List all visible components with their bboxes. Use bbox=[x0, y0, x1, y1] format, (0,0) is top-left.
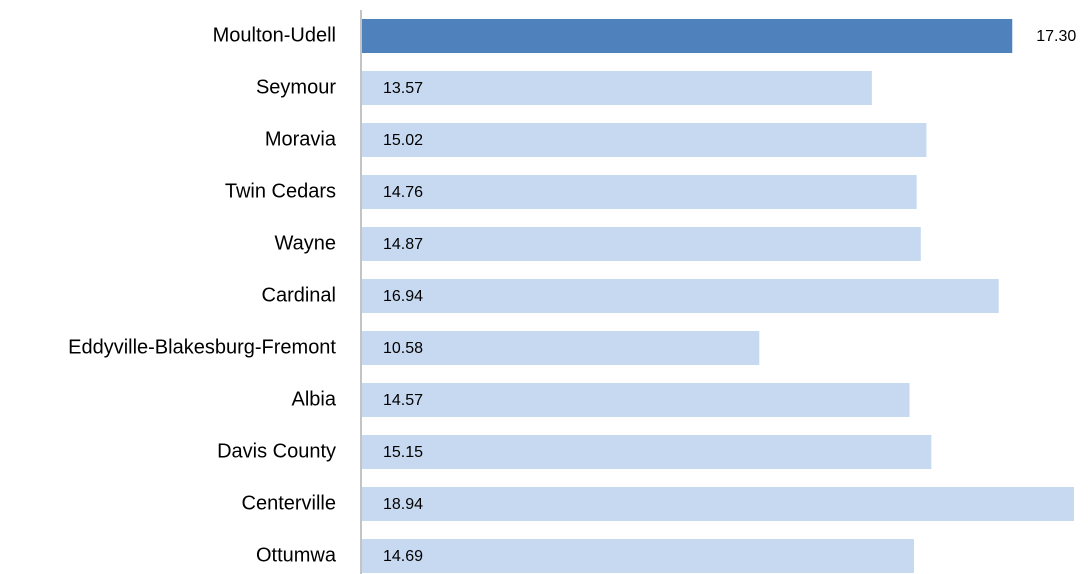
bar bbox=[362, 123, 927, 157]
bar bbox=[362, 279, 999, 313]
bar bbox=[362, 71, 872, 105]
value-label: 16.94 bbox=[383, 288, 423, 305]
category-label: Centerville bbox=[242, 492, 336, 514]
bar bbox=[362, 19, 1013, 53]
value-label: 14.57 bbox=[383, 392, 423, 409]
value-label: 18.94 bbox=[383, 496, 423, 513]
bar bbox=[362, 331, 760, 365]
bar bbox=[362, 487, 1074, 521]
category-label: Moravia bbox=[265, 128, 337, 150]
value-label: 15.15 bbox=[383, 444, 423, 461]
value-label: 13.57 bbox=[383, 80, 423, 97]
value-label: 15.02 bbox=[383, 132, 423, 149]
category-label: Albia bbox=[292, 388, 337, 410]
category-label: Twin Cedars bbox=[225, 180, 336, 202]
value-label: 14.87 bbox=[383, 236, 423, 253]
category-label: Davis County bbox=[217, 440, 336, 462]
value-label: 14.76 bbox=[383, 184, 423, 201]
category-label: Moulton-Udell bbox=[213, 24, 336, 46]
category-label: Seymour bbox=[256, 76, 336, 98]
bar bbox=[362, 539, 915, 573]
bar bbox=[362, 175, 917, 209]
category-label: Cardinal bbox=[262, 284, 336, 306]
bar bbox=[362, 435, 932, 469]
bar bbox=[362, 383, 910, 417]
value-label: 10.58 bbox=[383, 340, 423, 357]
value-label: 17.30 bbox=[1036, 28, 1076, 45]
category-label: Wayne bbox=[274, 232, 336, 254]
category-label: Ottumwa bbox=[256, 544, 337, 566]
category-label: Eddyville-Blakesburg-Fremont bbox=[68, 336, 336, 358]
bar bbox=[362, 227, 921, 261]
value-label: 14.69 bbox=[383, 548, 423, 565]
